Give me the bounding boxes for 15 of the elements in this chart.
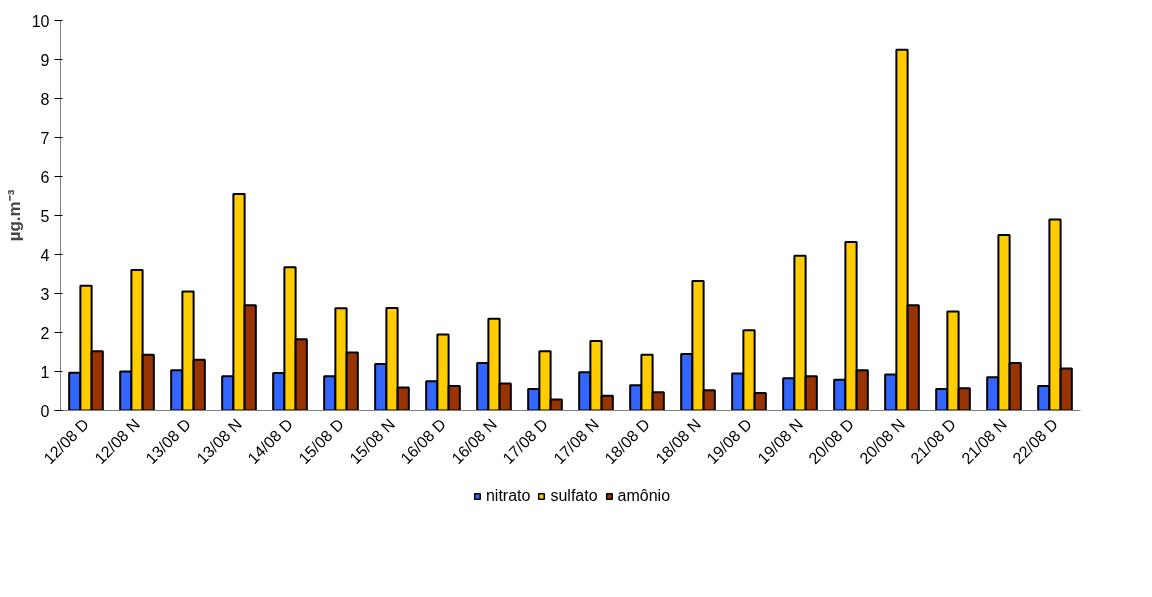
legend-label: amônio xyxy=(617,487,671,505)
y-tick-label: 10 xyxy=(31,12,50,30)
legend-label: sulfato xyxy=(550,487,598,505)
y-tick-label: 1 xyxy=(40,363,50,381)
y-tick-label: 8 xyxy=(40,90,50,108)
y-tick-label: 5 xyxy=(40,207,50,225)
y-tick-label: 2 xyxy=(40,324,50,342)
legend-label: nitrato xyxy=(485,487,531,505)
y-tick-label: 7 xyxy=(40,129,50,147)
y-tick-label: 9 xyxy=(40,51,50,69)
y-axis-title: µg.m⁻³ xyxy=(4,189,24,242)
y-tick-label: 6 xyxy=(40,168,50,186)
y-tick-label: 4 xyxy=(40,246,50,264)
y-tick-label: 3 xyxy=(40,285,50,303)
y-tick-label: 0 xyxy=(40,402,50,420)
